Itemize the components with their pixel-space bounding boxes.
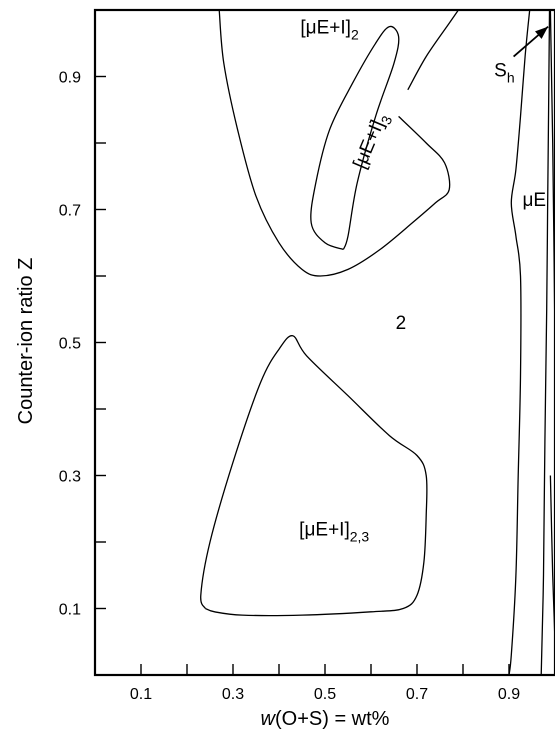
region-label: 2: [396, 313, 407, 334]
y-tick-label: 0.7: [59, 203, 81, 220]
x-tick-label: 0.7: [406, 686, 428, 703]
x-tick-label: 0.5: [314, 686, 336, 703]
x-axis-title-rest: (O+S) = wt%: [275, 708, 390, 730]
region-label: [μE+I]2: [300, 17, 359, 42]
region-label-subscript: h: [507, 70, 515, 86]
sh-arrow-head: [535, 26, 549, 39]
region-label-base: 2: [396, 313, 407, 334]
region-label-base: S: [494, 61, 507, 82]
phase-boundaries: [200, 9, 555, 676]
x-tick-label: 0.3: [222, 686, 244, 703]
region-label: μE: [522, 190, 546, 211]
boundary-muE-I2-outer: [218, 9, 451, 277]
axis-ticks: 0.1 0.3 0.5 0.7 0.9 0.1 0.3 0.5 0.7 0.9: [59, 70, 520, 704]
region-label-base: [μE+I]: [349, 117, 388, 172]
region-label: [μE+I]3: [349, 110, 395, 174]
region-label-subscript: 2,3: [350, 528, 370, 544]
y-axis-title: Counter-ion ratio Z: [15, 258, 37, 425]
region-label: [μE+I]2,3: [299, 519, 369, 544]
y-tick-label: 0.9: [59, 70, 81, 87]
x-axis-title: w(O+S) = wt%: [261, 708, 390, 730]
boundary-muE-left: [508, 9, 531, 676]
boundary-muE-I2-outer-right: [407, 9, 459, 91]
region-label-base: [μE+I]: [299, 519, 350, 540]
x-tick-label: 0.9: [498, 686, 520, 703]
boundary-muE-right: [540, 9, 551, 676]
y-tick-label: 0.1: [59, 602, 81, 619]
boundary-muE-I23: [200, 335, 428, 617]
region-label-subscript: 2: [351, 26, 359, 42]
boundary-muE-I3: [310, 25, 400, 251]
y-tick-label: 0.5: [59, 336, 81, 353]
region-label: Sh: [494, 61, 514, 86]
region-label-base: μE: [522, 190, 546, 211]
plot-frame: [93, 8, 555, 677]
x-tick-label: 0.1: [130, 686, 152, 703]
region-label-base: [μE+I]: [300, 17, 351, 38]
y-tick-label: 0.3: [59, 469, 81, 486]
x-axis-title-italic: w: [261, 708, 277, 730]
